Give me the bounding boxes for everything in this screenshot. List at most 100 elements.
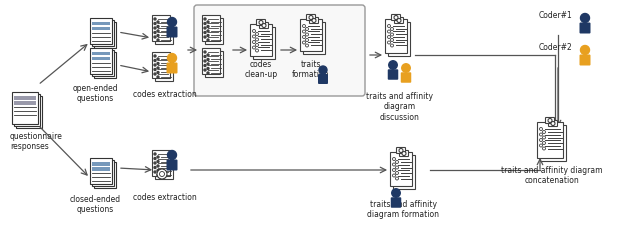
Circle shape <box>204 64 206 66</box>
FancyBboxPatch shape <box>259 23 269 28</box>
FancyBboxPatch shape <box>92 22 110 25</box>
Text: questionnaire
responses: questionnaire responses <box>10 132 63 151</box>
Circle shape <box>543 142 545 145</box>
Text: codes
clean-up: codes clean-up <box>244 60 278 79</box>
FancyBboxPatch shape <box>166 62 177 74</box>
Circle shape <box>305 33 308 36</box>
Circle shape <box>390 33 394 36</box>
FancyBboxPatch shape <box>155 153 173 179</box>
Circle shape <box>207 39 209 41</box>
Circle shape <box>402 151 406 156</box>
FancyBboxPatch shape <box>205 51 223 77</box>
Circle shape <box>154 167 156 169</box>
Circle shape <box>204 51 206 53</box>
Circle shape <box>303 36 305 38</box>
FancyBboxPatch shape <box>16 96 42 128</box>
Circle shape <box>540 133 543 136</box>
Circle shape <box>154 55 156 57</box>
Circle shape <box>543 147 545 150</box>
FancyBboxPatch shape <box>90 158 112 184</box>
Circle shape <box>303 41 305 44</box>
Circle shape <box>207 30 209 32</box>
FancyBboxPatch shape <box>388 69 398 80</box>
Circle shape <box>253 29 255 33</box>
FancyBboxPatch shape <box>155 55 173 81</box>
Circle shape <box>204 69 206 71</box>
Circle shape <box>540 144 543 147</box>
Circle shape <box>540 138 543 142</box>
Circle shape <box>390 27 394 30</box>
Circle shape <box>154 36 156 38</box>
FancyBboxPatch shape <box>205 18 223 44</box>
Circle shape <box>204 56 206 58</box>
Circle shape <box>387 30 390 33</box>
Circle shape <box>157 156 159 158</box>
Circle shape <box>305 27 308 30</box>
FancyBboxPatch shape <box>155 18 173 44</box>
Circle shape <box>396 160 399 163</box>
FancyBboxPatch shape <box>92 50 114 76</box>
FancyBboxPatch shape <box>300 19 322 51</box>
Circle shape <box>207 59 209 61</box>
Circle shape <box>168 53 177 62</box>
FancyBboxPatch shape <box>152 150 170 176</box>
Text: traits and affinity diagram
concatenation: traits and affinity diagram concatenatio… <box>501 166 603 185</box>
Circle shape <box>154 18 156 20</box>
FancyBboxPatch shape <box>318 74 328 84</box>
Circle shape <box>154 158 156 159</box>
Circle shape <box>392 174 396 177</box>
Circle shape <box>262 24 266 27</box>
Circle shape <box>394 15 398 20</box>
Circle shape <box>168 150 177 159</box>
Circle shape <box>540 127 543 131</box>
Circle shape <box>157 30 159 32</box>
Circle shape <box>157 35 159 37</box>
FancyBboxPatch shape <box>202 15 220 41</box>
Circle shape <box>157 174 159 176</box>
FancyBboxPatch shape <box>14 94 40 126</box>
Circle shape <box>207 25 209 27</box>
Circle shape <box>387 41 390 44</box>
FancyBboxPatch shape <box>152 15 170 41</box>
Circle shape <box>392 163 396 166</box>
Circle shape <box>207 72 209 74</box>
Circle shape <box>204 27 206 29</box>
Text: Coder#2: Coder#2 <box>538 42 572 51</box>
Circle shape <box>319 66 327 74</box>
FancyBboxPatch shape <box>579 54 591 65</box>
FancyBboxPatch shape <box>90 18 112 44</box>
Circle shape <box>397 19 401 23</box>
FancyBboxPatch shape <box>390 152 412 186</box>
FancyBboxPatch shape <box>14 101 36 105</box>
FancyBboxPatch shape <box>202 48 220 74</box>
Circle shape <box>396 166 399 169</box>
FancyBboxPatch shape <box>90 48 112 74</box>
FancyBboxPatch shape <box>166 26 177 37</box>
FancyBboxPatch shape <box>166 159 177 171</box>
Circle shape <box>154 27 156 29</box>
FancyBboxPatch shape <box>250 24 272 56</box>
Circle shape <box>204 18 206 20</box>
Circle shape <box>392 189 400 197</box>
FancyBboxPatch shape <box>388 22 410 56</box>
Circle shape <box>305 38 308 41</box>
FancyBboxPatch shape <box>545 118 554 123</box>
Circle shape <box>388 61 397 69</box>
Circle shape <box>157 160 159 162</box>
Circle shape <box>548 119 552 122</box>
FancyBboxPatch shape <box>92 160 114 186</box>
Circle shape <box>207 63 209 65</box>
Text: closed-ended
questions: closed-ended questions <box>69 195 120 214</box>
Circle shape <box>580 13 589 23</box>
FancyBboxPatch shape <box>12 92 38 124</box>
FancyBboxPatch shape <box>391 197 401 208</box>
Circle shape <box>207 68 209 70</box>
Circle shape <box>255 44 259 47</box>
Circle shape <box>157 39 159 41</box>
Circle shape <box>580 46 589 54</box>
Circle shape <box>157 58 159 60</box>
Circle shape <box>157 169 167 179</box>
Circle shape <box>157 72 159 74</box>
Circle shape <box>253 40 255 44</box>
Circle shape <box>207 21 209 23</box>
